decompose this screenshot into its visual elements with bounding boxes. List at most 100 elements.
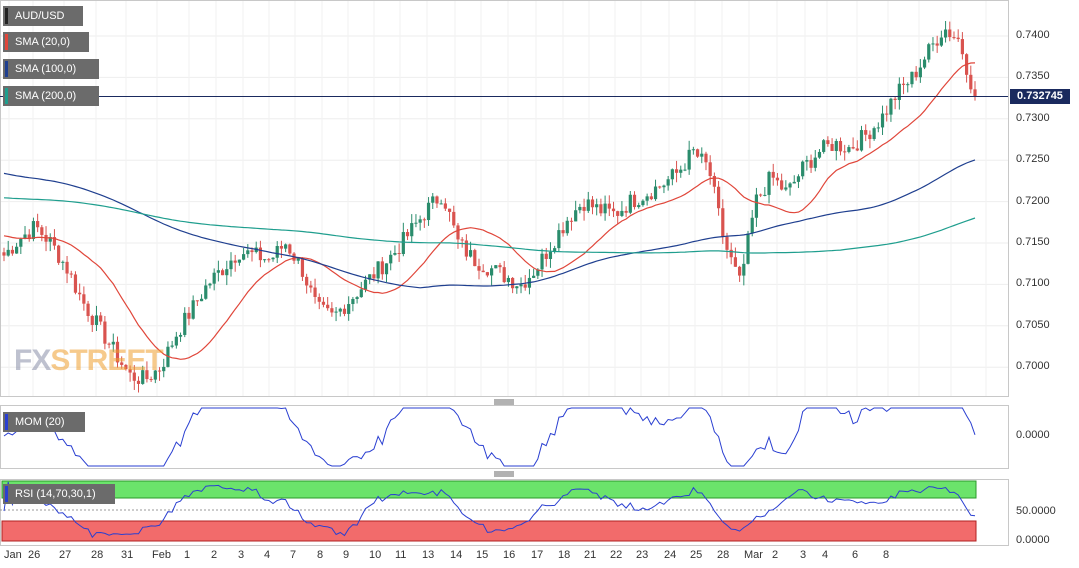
price-tick: 0.7000	[1016, 360, 1050, 373]
candle-body	[700, 153, 704, 157]
candle-body	[628, 194, 632, 213]
legend-rsi[interactable]: RSI (14,70,30,1)	[3, 484, 115, 504]
legend-sma100[interactable]: SMA (100,0)	[3, 59, 99, 79]
candle-body	[61, 261, 65, 263]
time-tick: 18	[558, 549, 571, 561]
candle-body	[679, 169, 683, 173]
time-tick: 31	[121, 549, 134, 561]
time-tick: 14	[450, 549, 463, 561]
price-tick: 0.7250	[1016, 153, 1050, 166]
time-tick: 15	[476, 549, 489, 561]
mom-tick: 0.0000	[1016, 429, 1050, 441]
time-tick: 8	[883, 549, 890, 561]
candle-body	[94, 315, 99, 325]
candle-body	[729, 249, 733, 258]
candle-body	[208, 283, 212, 286]
candle-body	[145, 370, 149, 380]
time-tick: 27	[59, 549, 72, 561]
rsi-tick: 50.0000	[1016, 505, 1056, 517]
candle-body	[6, 249, 10, 256]
time-tick: 6	[852, 549, 859, 561]
candle-body	[826, 140, 830, 145]
candle-body	[477, 266, 481, 271]
candle-body	[885, 113, 889, 115]
candle-body	[750, 217, 754, 234]
rsi-line	[3, 481, 976, 539]
time-tick: Feb	[152, 549, 171, 561]
candle-body	[620, 210, 624, 216]
candle-body	[763, 194, 767, 196]
candle-body	[2, 252, 6, 256]
candle-body	[464, 240, 468, 257]
mom-panel-border	[0, 405, 1009, 469]
rsi-overbought-zone	[1, 480, 977, 499]
time-tick: 7	[290, 549, 297, 561]
candle-body	[435, 196, 439, 204]
rsi-panel-border	[0, 479, 1009, 546]
candle-body	[843, 151, 847, 153]
candle-body	[279, 246, 284, 249]
candle-body	[901, 83, 906, 85]
candle-body	[922, 59, 927, 68]
candle-body	[565, 220, 569, 234]
panel-resize-handle[interactable]	[494, 399, 514, 405]
candle-body	[405, 232, 410, 237]
candle-body	[183, 312, 187, 335]
candle-body	[330, 308, 334, 313]
candle-body	[561, 230, 565, 234]
time-tick: 28	[91, 549, 104, 561]
candle-body	[128, 369, 132, 373]
indicators	[3, 407, 976, 539]
legend-mom[interactable]: MOM (20)	[3, 412, 85, 432]
candle-body	[317, 296, 321, 302]
candle-body	[691, 149, 695, 151]
candle-body	[321, 301, 326, 305]
candle-body	[889, 98, 893, 115]
price-tick: 0.7400	[1016, 29, 1050, 41]
candle-body	[473, 250, 477, 267]
candle-body	[515, 286, 519, 289]
candle-body	[187, 312, 191, 319]
candle-body	[347, 304, 351, 314]
time-tick: 4	[822, 549, 829, 561]
candle-body	[384, 263, 389, 275]
candle-body	[220, 270, 225, 276]
candle-body	[368, 274, 372, 280]
legend-sma20[interactable]: SMA (20,0)	[3, 32, 89, 52]
time-tick: 1	[184, 549, 191, 561]
legend-swatch	[5, 414, 8, 430]
candle-body	[607, 203, 611, 209]
candle-body	[418, 219, 422, 223]
candle-body	[822, 140, 826, 152]
candle-body	[738, 266, 742, 276]
sma100-line	[3, 159, 976, 289]
time-tick: 9	[343, 549, 350, 561]
candle-body	[935, 43, 939, 46]
candle-body	[506, 277, 511, 283]
candle-body	[880, 113, 885, 128]
legend-sma200[interactable]: SMA (200,0)	[3, 86, 99, 106]
candle-body	[859, 130, 864, 151]
candle-body	[603, 203, 607, 214]
time-tick: 3	[238, 549, 245, 561]
candle-body	[943, 29, 948, 38]
candle-body	[624, 210, 628, 213]
candle-body	[23, 234, 27, 239]
candle-body	[485, 272, 489, 276]
candle-body	[586, 199, 590, 211]
candle-body	[801, 161, 805, 177]
candle-body	[796, 176, 801, 182]
candle-body	[540, 253, 544, 270]
legend-symbol[interactable]: AUD/USD	[3, 6, 83, 26]
candle-body	[931, 43, 935, 45]
candle-body	[792, 181, 796, 184]
candle-body	[834, 141, 838, 151]
candle-body	[305, 276, 309, 286]
panel-resize-handle-2[interactable]	[494, 471, 514, 477]
candle-body	[241, 254, 246, 260]
candle-body	[103, 321, 107, 344]
mom-line	[3, 407, 976, 467]
candle-body	[136, 380, 141, 384]
candle-body	[687, 149, 691, 170]
